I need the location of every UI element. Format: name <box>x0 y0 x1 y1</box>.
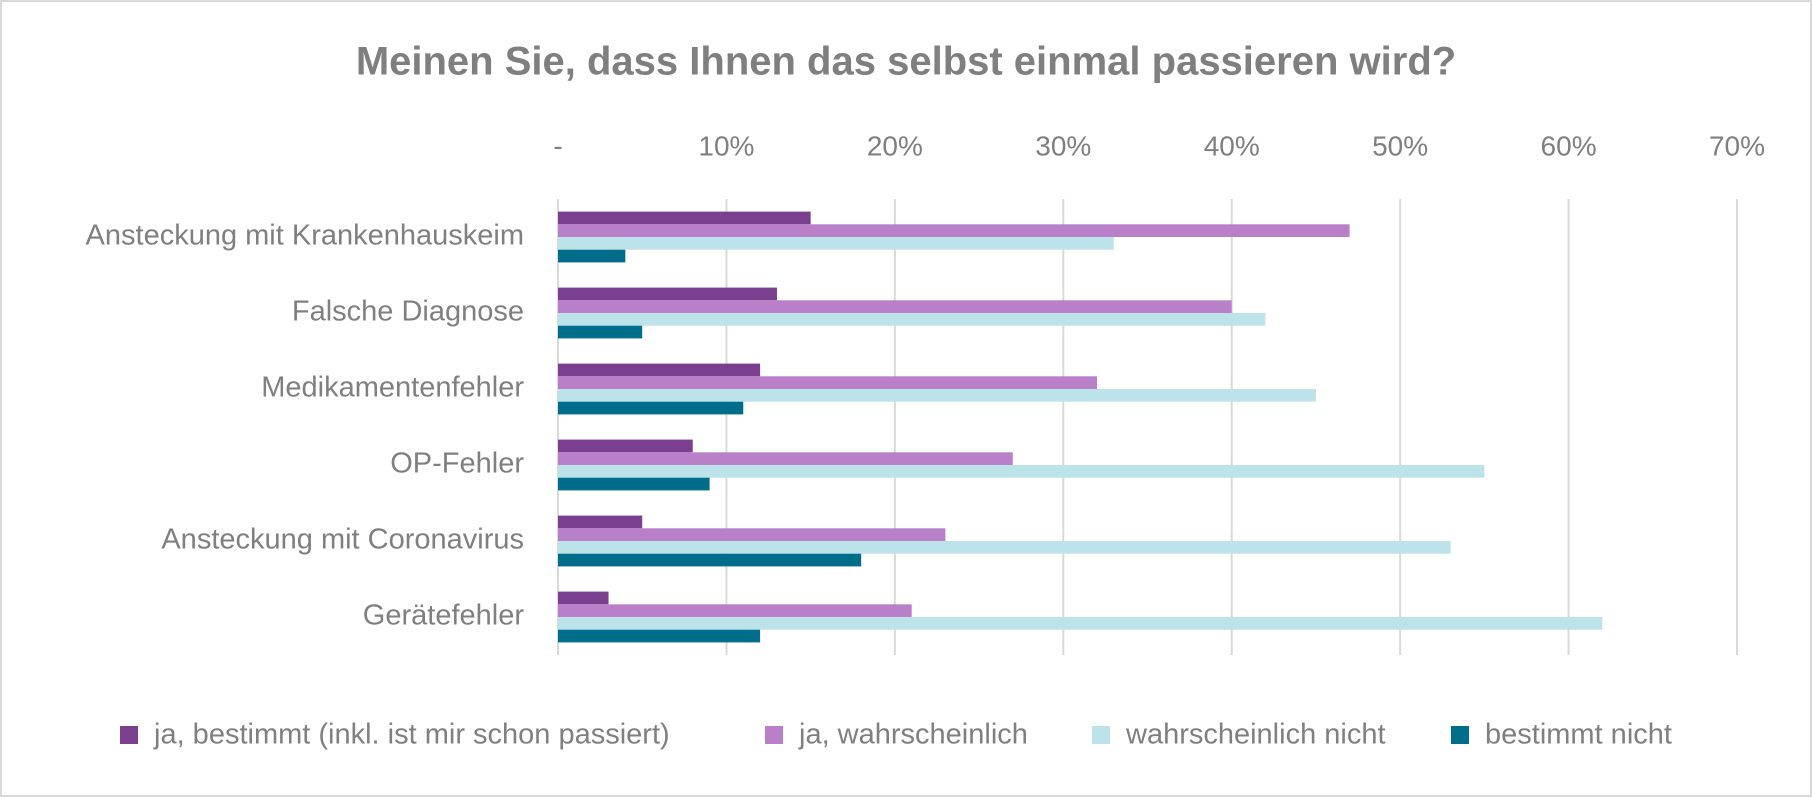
bar <box>558 604 912 617</box>
bar <box>558 325 643 339</box>
bar <box>558 401 744 415</box>
category-label: Medikamentenfehler <box>261 372 524 404</box>
bar <box>558 300 1232 313</box>
bar <box>558 249 626 263</box>
category-label: Gerätefehler <box>363 600 525 632</box>
bar <box>558 237 1114 250</box>
category-label: OP-Fehler <box>390 448 524 480</box>
legend-label: ja, bestimmt (inkl. ist mir schon passie… <box>153 719 670 751</box>
bar <box>558 465 1485 478</box>
x-tick-label: 40% <box>1204 130 1260 161</box>
bar <box>558 389 1316 402</box>
x-tick-label: 30% <box>1035 130 1091 161</box>
x-tick-label: 60% <box>1541 130 1597 161</box>
category-label: Falsche Diagnose <box>292 296 524 328</box>
bar <box>558 541 1451 554</box>
legend-swatch <box>765 726 783 744</box>
bar <box>558 515 643 529</box>
chart-title: Meinen Sie, dass Ihnen das selbst einmal… <box>356 40 1456 84</box>
legend-label: bestimmt nicht <box>1485 719 1672 751</box>
bar <box>558 617 1603 630</box>
x-tick-label: 50% <box>1372 130 1428 161</box>
legend-swatch <box>120 726 138 744</box>
bar <box>558 211 811 225</box>
legend-label: wahrscheinlich nicht <box>1125 719 1386 751</box>
bar <box>558 629 761 643</box>
legend-swatch <box>1092 726 1110 744</box>
bar <box>558 376 1097 389</box>
x-tick-label: - <box>553 130 562 161</box>
bar <box>558 553 862 567</box>
legend-swatch <box>1451 726 1469 744</box>
bar <box>558 452 1013 465</box>
bar <box>558 591 609 605</box>
legend-label: ja, wahrscheinlich <box>798 719 1028 751</box>
bar <box>558 439 693 453</box>
bar <box>558 477 710 491</box>
category-label: Ansteckung mit Krankenhauskeim <box>86 220 524 252</box>
bar <box>558 528 946 541</box>
bar <box>558 313 1266 326</box>
x-tick-label: 10% <box>698 130 754 161</box>
bar <box>558 287 777 301</box>
bar <box>558 363 761 377</box>
x-tick-label: 70% <box>1709 130 1765 161</box>
bar <box>558 224 1350 237</box>
x-tick-label: 20% <box>867 130 923 161</box>
category-label: Ansteckung mit Coronavirus <box>161 524 524 556</box>
